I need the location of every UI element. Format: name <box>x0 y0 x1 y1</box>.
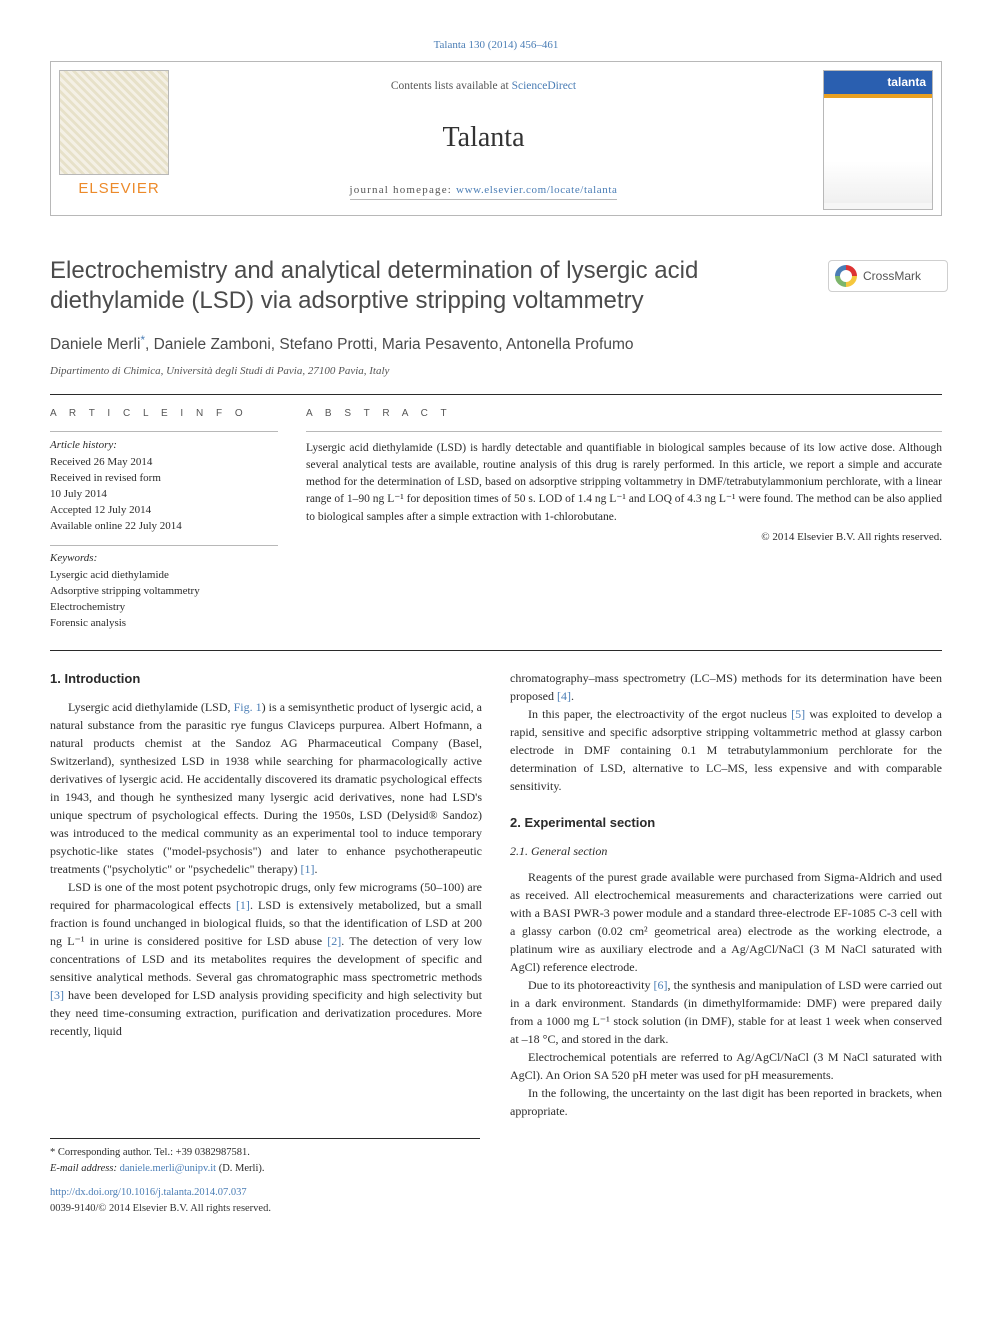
homepage-prefix: journal homepage: <box>350 184 457 196</box>
intro-p4: In this paper, the electroactivity of th… <box>510 705 942 795</box>
running-head-link[interactable]: Talanta 130 (2014) 456–461 <box>434 39 559 51</box>
footnote: * Corresponding author. Tel.: +39 038298… <box>50 1138 480 1216</box>
abstract-column: A B S T R A C T Lysergic acid diethylami… <box>306 395 942 632</box>
journal-name: Talanta <box>191 118 776 157</box>
history-body: Received 26 May 2014 Received in revised… <box>50 455 278 535</box>
ref-1b[interactable]: [1] <box>236 898 250 912</box>
history-l4: Accepted 12 July 2014 <box>50 504 151 516</box>
article-info-column: A R T I C L E I N F O Article history: R… <box>50 395 278 632</box>
intro-p1: Lysergic acid diethylamide (LSD, Fig. 1)… <box>50 698 482 878</box>
homepage-link[interactable]: www.elsevier.com/locate/talanta <box>456 184 617 196</box>
body-columns: 1. Introduction Lysergic acid diethylami… <box>50 669 942 1121</box>
history-l1: Received 26 May 2014 <box>50 456 152 468</box>
keywords-head: Keywords: <box>50 545 278 566</box>
article-title: Electrochemistry and analytical determin… <box>50 256 942 316</box>
authors-rest: , Daniele Zamboni, Stefano Protti, Maria… <box>145 337 634 354</box>
exp-p4: In the following, the uncertainty on the… <box>510 1084 942 1120</box>
article-info-label: A R T I C L E I N F O <box>50 407 278 421</box>
ref-1[interactable]: [1] <box>301 862 315 876</box>
intro-p3: chromatography–mass spectrometry (LC–MS)… <box>510 669 942 705</box>
crossmark-label: CrossMark <box>863 269 921 284</box>
crossmark-badge[interactable]: CrossMark <box>828 260 948 292</box>
doi-line: http://dx.doi.org/10.1016/j.talanta.2014… <box>50 1185 480 1201</box>
ref-2[interactable]: [2] <box>327 934 341 948</box>
elsevier-tree-icon <box>59 70 169 175</box>
affiliation: Dipartimento di Chimica, Università degl… <box>50 364 942 379</box>
cover-banner: talanta <box>824 71 932 98</box>
exp-p3: Electrochemical potentials are referred … <box>510 1048 942 1084</box>
fig1-link[interactable]: Fig. 1 <box>234 700 262 714</box>
history-l3: 10 July 2014 <box>50 488 107 500</box>
journal-header: ELSEVIER talanta Contents lists availabl… <box>50 61 942 216</box>
section-2-head: 2. Experimental section <box>510 813 942 833</box>
email-label: E-mail address: <box>50 1163 120 1174</box>
cover-body <box>824 98 932 203</box>
exp-p1: Reagents of the purest grade available w… <box>510 868 942 976</box>
doi-link[interactable]: http://dx.doi.org/10.1016/j.talanta.2014… <box>50 1187 247 1198</box>
ref-3[interactable]: [3] <box>50 988 64 1002</box>
section-2-1-head: 2.1. General section <box>510 842 942 860</box>
kw4: Forensic analysis <box>50 617 126 629</box>
contents-prefix: Contents lists available at <box>391 80 512 92</box>
exp-p2: Due to its photoreactivity [6], the synt… <box>510 976 942 1048</box>
intro-p2: LSD is one of the most potent psychotrop… <box>50 878 482 1040</box>
title-line-1: Electrochemistry and analytical determin… <box>50 257 698 284</box>
sciencedirect-link[interactable]: ScienceDirect <box>512 80 577 92</box>
kw1: Lysergic acid diethylamide <box>50 569 169 581</box>
ref-6[interactable]: [6] <box>654 978 668 992</box>
copyright: © 2014 Elsevier B.V. All rights reserved… <box>306 530 942 545</box>
contents-line: Contents lists available at ScienceDirec… <box>391 78 576 96</box>
elsevier-logo: ELSEVIER <box>59 70 179 205</box>
abstract-label: A B S T R A C T <box>306 407 942 421</box>
homepage-line: journal homepage: www.elsevier.com/locat… <box>350 183 618 200</box>
kw3: Electrochemistry <box>50 601 125 613</box>
abstract-text: Lysergic acid diethylamide (LSD) is hard… <box>306 440 942 526</box>
ref-5[interactable]: [5] <box>791 707 805 721</box>
corresponding-note: * Corresponding author. Tel.: +39 038298… <box>50 1145 480 1161</box>
history-l2: Received in revised form <box>50 472 161 484</box>
issn-line: 0039-9140/© 2014 Elsevier B.V. All right… <box>50 1201 480 1217</box>
journal-cover-thumb: talanta <box>823 70 933 210</box>
author-corresponding: Daniele Merli <box>50 337 140 354</box>
email-suffix: (D. Merli). <box>216 1163 264 1174</box>
kw2: Adsorptive stripping voltammetry <box>50 585 200 597</box>
keywords-body: Lysergic acid diethylamide Adsorptive st… <box>50 568 278 632</box>
ref-4[interactable]: [4] <box>557 689 571 703</box>
section-1-head: 1. Introduction <box>50 669 482 689</box>
running-head: Talanta 130 (2014) 456–461 <box>50 38 942 53</box>
authors: Daniele Merli*, Daniele Zamboni, Stefano… <box>50 332 942 356</box>
history-head: Article history: <box>50 438 278 453</box>
email-line: E-mail address: daniele.merli@unipv.it (… <box>50 1161 480 1177</box>
elsevier-wordmark: ELSEVIER <box>59 178 179 199</box>
crossmark-icon <box>835 265 857 287</box>
history-l5: Available online 22 July 2014 <box>50 520 182 532</box>
email-link[interactable]: daniele.merli@unipv.it <box>120 1163 216 1174</box>
title-line-2: diethylamide (LSD) via adsorptive stripp… <box>50 287 644 314</box>
